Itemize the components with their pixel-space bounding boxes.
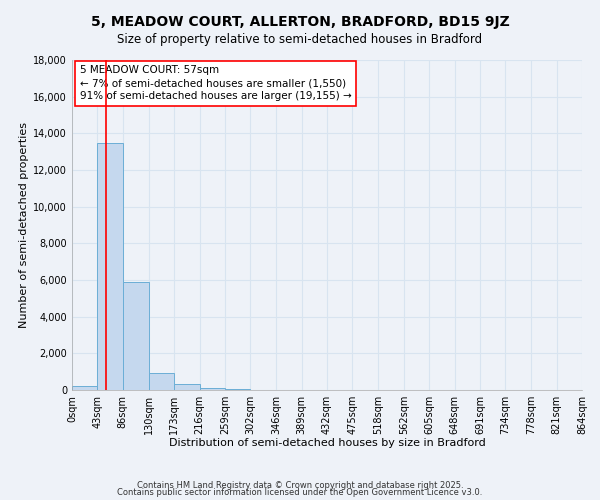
Bar <box>199 388 225 390</box>
Text: Contains HM Land Registry data © Crown copyright and database right 2025.: Contains HM Land Registry data © Crown c… <box>137 480 463 490</box>
Text: Size of property relative to semi-detached houses in Bradford: Size of property relative to semi-detach… <box>118 32 482 46</box>
Bar <box>123 282 149 390</box>
Bar <box>225 389 250 390</box>
X-axis label: Distribution of semi-detached houses by size in Bradford: Distribution of semi-detached houses by … <box>169 438 485 448</box>
Bar <box>149 372 174 390</box>
Text: 5 MEADOW COURT: 57sqm
← 7% of semi-detached houses are smaller (1,550)
91% of se: 5 MEADOW COURT: 57sqm ← 7% of semi-detac… <box>80 65 352 102</box>
Bar <box>174 384 199 390</box>
Y-axis label: Number of semi-detached properties: Number of semi-detached properties <box>19 122 29 328</box>
Bar <box>72 386 97 390</box>
Text: 5, MEADOW COURT, ALLERTON, BRADFORD, BD15 9JZ: 5, MEADOW COURT, ALLERTON, BRADFORD, BD1… <box>91 15 509 29</box>
Text: Contains public sector information licensed under the Open Government Licence v3: Contains public sector information licen… <box>118 488 482 497</box>
Bar <box>97 142 123 390</box>
